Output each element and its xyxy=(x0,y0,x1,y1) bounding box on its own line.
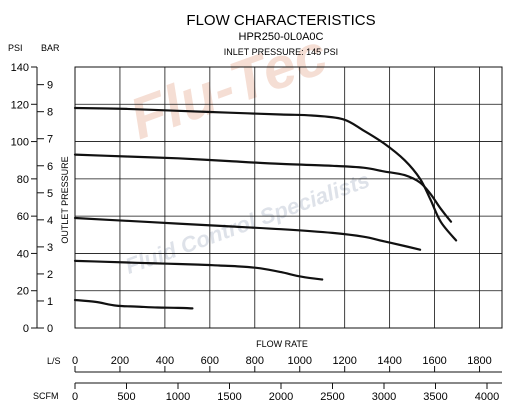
x-axis-label: FLOW RATE xyxy=(256,339,308,349)
chart-title: FLOW CHARACTERISTICS xyxy=(186,12,375,29)
ls-tick-label: 1200 xyxy=(332,355,356,367)
scfm-tick-label: 0 xyxy=(72,391,78,403)
psi-tick-label: 120 xyxy=(11,99,29,111)
plot-frame xyxy=(74,66,503,329)
psi-unit-label: PSI xyxy=(8,43,23,53)
ls-tick-label: 1600 xyxy=(422,355,446,367)
bar-tick-label: 8 xyxy=(47,107,53,119)
scfm-tick-label: 4000 xyxy=(475,391,499,403)
psi-tick-label: 40 xyxy=(17,248,29,260)
bar-tick-label: 4 xyxy=(47,215,53,227)
y-axis-label: OUTLET PRESSURE xyxy=(60,156,70,243)
ls-unit-label: L/S xyxy=(47,356,61,366)
bar-tick-label: 5 xyxy=(47,188,53,200)
psi-tick-label: 80 xyxy=(17,174,29,186)
scfm-unit-label: SCFM xyxy=(33,391,59,401)
flow-curve-4 xyxy=(73,153,453,223)
bar-unit-label: BAR xyxy=(41,43,60,53)
flow-curve-5 xyxy=(73,106,458,242)
chart-subtitle: HPR250-0L0A0C xyxy=(239,31,324,43)
bar-tick-label: 9 xyxy=(47,80,53,92)
bar-tick-label: 2 xyxy=(47,269,53,281)
psi-tick-label: 20 xyxy=(17,286,29,298)
psi-tick-label: 140 xyxy=(11,62,29,74)
grid xyxy=(74,66,503,329)
flow-curve-3 xyxy=(73,216,422,251)
ls-tick-label: 200 xyxy=(111,355,129,367)
scfm-tick-label: 3000 xyxy=(372,391,396,403)
psi-tick-label: 0 xyxy=(23,323,29,335)
psi-tick-label: 60 xyxy=(17,211,29,223)
bar-tick-label: 0 xyxy=(47,323,53,335)
ls-tick-label: 1000 xyxy=(287,355,311,367)
ls-tick-label: 1800 xyxy=(467,355,491,367)
scfm-tick-label: 1000 xyxy=(166,391,190,403)
scfm-tick-label: 2000 xyxy=(269,391,293,403)
ls-tick-label: 800 xyxy=(246,355,264,367)
series-lines xyxy=(73,106,458,310)
bar-tick-label: 7 xyxy=(47,134,53,146)
inlet-pressure-note: INLET PRESSURE: 145 PSI xyxy=(224,47,338,57)
psi-tick-label: 100 xyxy=(11,137,29,149)
scfm-tick-label: 2500 xyxy=(320,391,344,403)
ls-tick-label: 400 xyxy=(156,355,174,367)
ls-tick-label: 0 xyxy=(72,355,78,367)
flow-curve-1 xyxy=(73,298,194,310)
ls-tick-label: 600 xyxy=(201,355,219,367)
bar-tick-label: 1 xyxy=(47,296,53,308)
scfm-tick-label: 3500 xyxy=(423,391,447,403)
scfm-tick-label: 1500 xyxy=(217,391,241,403)
bar-tick-label: 6 xyxy=(47,161,53,173)
flow-curve-2 xyxy=(73,259,324,281)
bar-tick-label: 3 xyxy=(47,242,53,254)
scfm-tick-label: 500 xyxy=(117,391,135,403)
ls-tick-label: 1400 xyxy=(377,355,401,367)
